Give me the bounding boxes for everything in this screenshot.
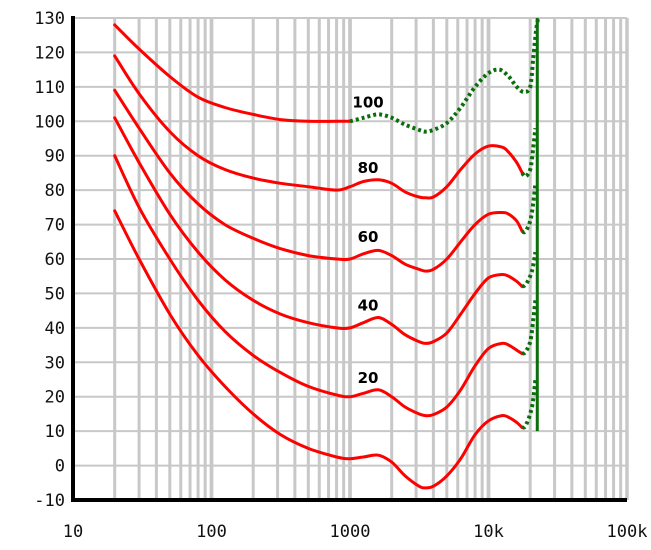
y-tick-label: 100 — [34, 112, 65, 132]
y-tick-label: 40 — [45, 319, 65, 339]
curve-label-60: 60 — [358, 228, 379, 246]
series-3-extrapolated-line — [521, 183, 538, 235]
y-tick-label: 20 — [45, 388, 65, 408]
curve-label-100: 100 — [352, 94, 383, 112]
axes — [71, 16, 627, 502]
x-tick-label: 100k — [607, 522, 648, 542]
series-5-extrapolated-line — [349, 17, 541, 134]
y-tick-label: 0 — [55, 457, 65, 477]
x-tick-label: 10k — [473, 522, 504, 542]
y-tick-label: 70 — [45, 216, 65, 236]
curve-label-20: 20 — [358, 369, 379, 387]
y-tick-label: 10 — [45, 422, 65, 442]
series-4-extrapolated-line — [520, 127, 538, 179]
y-tick-label: 130 — [34, 9, 65, 29]
y-tick-label: 120 — [34, 43, 65, 63]
x-tick-label: 1000 — [330, 522, 371, 542]
curve-label-80: 80 — [358, 159, 379, 177]
x-tick-label: 100 — [196, 522, 227, 542]
y-tick-label: 60 — [45, 250, 65, 270]
series-2-extrapolated-line — [521, 251, 538, 289]
y-tick-label: 80 — [45, 181, 65, 201]
y-tick-label: 50 — [45, 284, 65, 304]
curve-labels: 20 40 60 80 100 — [352, 94, 383, 387]
series-2-measured-line — [113, 116, 524, 345]
series-0-measured-line — [113, 209, 524, 490]
curves — [113, 17, 541, 490]
y-tick-label: 90 — [45, 147, 65, 167]
y-tick-label: -10 — [34, 491, 65, 511]
y-tick-label: 30 — [45, 353, 65, 373]
series-5-measured-line — [113, 23, 352, 123]
series-4-measured-line — [113, 54, 524, 200]
tick-labels: -10 0 10 20 30 40 50 60 70 80 90 100 110 120 130 10 100 1… — [34, 9, 647, 542]
series-3-measured-line — [113, 88, 524, 273]
series-1-extrapolated-line — [521, 300, 538, 356]
curve-label-40: 40 — [358, 297, 379, 315]
y-tick-label: 110 — [34, 78, 65, 98]
x-tick-label: 10 — [63, 522, 83, 542]
series-1-measured-line — [113, 154, 524, 418]
series-0-extrapolated-line — [521, 379, 538, 430]
